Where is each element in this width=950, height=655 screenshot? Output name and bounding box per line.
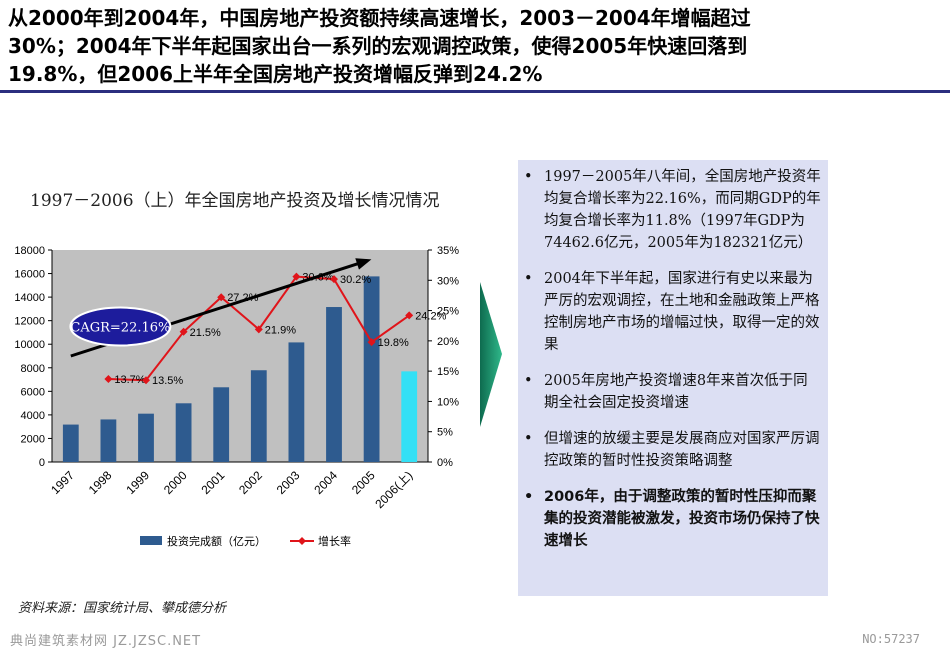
x-tick-label: 2005 [349, 468, 378, 497]
bar [175, 403, 192, 462]
y-left-tick-label: 2000 [21, 433, 45, 445]
legend-marker-line [298, 537, 306, 545]
bar [288, 342, 305, 462]
growth-point [217, 293, 226, 302]
growth-label: 30.2% [340, 274, 371, 286]
y-right-tick-label: 15% [437, 366, 459, 378]
headline-line: 从2000年到2004年，中国房地产投资额持续高速增长，2003－2004年增幅… [8, 6, 751, 30]
x-tick-label: 2000 [161, 468, 190, 497]
source-note: 资料来源：国家统计局、攀成德分析 [18, 601, 227, 616]
y-right-tick-label: 5% [437, 427, 453, 439]
x-tick-label: 2002 [236, 468, 265, 497]
bar [363, 276, 380, 462]
growth-point [367, 338, 376, 347]
x-tick-label: 1998 [86, 468, 115, 497]
y-right-tick-label: 20% [437, 336, 459, 348]
summary-bullet: 2006年，由于调整政策的暂时性压抑而聚集的投资潜能被激发，投资市场仍保持了快速… [524, 486, 822, 552]
x-tick-label: 2001 [199, 468, 228, 497]
growth-point [254, 325, 263, 334]
y-right-tick-label: 30% [437, 275, 459, 287]
growth-label: 21.5% [190, 327, 221, 339]
x-tick-label: 2004 [311, 468, 340, 497]
y-left-tick-label: 6000 [21, 386, 45, 398]
y-left-tick-label: 12000 [14, 316, 45, 328]
growth-point [330, 275, 338, 284]
y-right-tick-label: 25% [437, 306, 459, 318]
growth-label: 21.9% [265, 324, 296, 336]
chart-title: 1997－2006（上）年全国房地产投资及增长情况情况 [30, 191, 440, 211]
growth-point [142, 376, 150, 385]
y-left-tick-label: 14000 [14, 292, 45, 304]
cagr-label: CAGR=22.16% [70, 321, 170, 336]
chevron-right-icon [480, 282, 502, 427]
summary-bullet: 2005年房地产投资增速8年来首次低于同期全社会固定投资增速 [524, 370, 822, 414]
growth-label: 13.5% [152, 375, 183, 387]
y-left-tick-label: 8000 [21, 363, 45, 375]
header-rule [0, 90, 950, 93]
growth-point [405, 311, 414, 320]
growth-label: 24.2% [415, 310, 446, 322]
bar [213, 387, 230, 462]
headline-line: 30%；2004年下半年起国家出台一系列的宏观调控政策，使得2005年快速回落到 [8, 34, 748, 58]
growth-point [292, 272, 301, 281]
watermark-text: 典尚建筑素材网 JZ.JZSC.NET [10, 634, 202, 649]
y-left-tick-label: 16000 [14, 269, 45, 281]
legend-label-line: 增长率 [318, 534, 351, 548]
bar [62, 424, 79, 462]
growth-label: 19.8% [378, 337, 409, 349]
bar [250, 370, 267, 462]
growth-label: 27.2% [227, 292, 258, 304]
summary-panel: 1997－2005年八年间，全国房地产投资年均复合增长率为22.16%，而同期G… [518, 160, 828, 596]
legend-swatch-bar [140, 536, 162, 545]
bar [100, 419, 117, 462]
y-left-tick-label: 4000 [21, 410, 45, 422]
bar [138, 413, 154, 462]
summary-list: 1997－2005年八年间，全国房地产投资年均复合增长率为22.16%，而同期G… [518, 160, 828, 552]
y-left-tick-label: 10000 [14, 339, 45, 351]
headline-line: 19.8%，但2006上半年全国房地产投资增幅反弹到24.2% [8, 62, 543, 86]
x-tick-label: 1997 [48, 468, 77, 497]
summary-bullet: 1997－2005年八年间，全国房地产投资年均复合增长率为22.16%，而同期G… [524, 166, 822, 254]
legend-label-bar: 投资完成额（亿元） [167, 534, 266, 548]
growth-label: 13.7% [114, 374, 145, 386]
y-right-tick-label: 0% [437, 457, 453, 469]
bar [401, 371, 418, 462]
trend-arrowhead [355, 258, 372, 270]
cagr-bubble [69, 306, 172, 347]
y-left-tick-label: 18000 [14, 245, 45, 257]
x-tick-label: 2003 [274, 468, 303, 497]
headline: 从2000年到2004年，中国房地产投资额持续高速增长，2003－2004年增幅… [8, 4, 938, 88]
summary-bullet: 但增速的放缓主要是发展商应对国家严厉调控政策的暂时性投资策略调整 [524, 428, 822, 472]
watermark-number: NO:57237 [862, 632, 920, 646]
growth-point [104, 375, 113, 384]
x-tick-label: 1999 [123, 468, 152, 497]
bar [326, 307, 342, 462]
summary-bullet: 2004年下半年起，国家进行有史以来最为严厉的宏观调控，在土地和金融政策上严格控… [524, 268, 822, 356]
combo-chart: 0 2000 4000 6000 8000 10000 12000 14000 16000 180… [14, 245, 459, 548]
y-right-tick-label: 35% [437, 245, 459, 257]
growth-point [179, 327, 188, 336]
y-right-tick-label: 10% [437, 396, 459, 408]
x-tick-label: 2006(上) [372, 468, 415, 511]
y-left-tick-label: 0 [39, 457, 45, 469]
